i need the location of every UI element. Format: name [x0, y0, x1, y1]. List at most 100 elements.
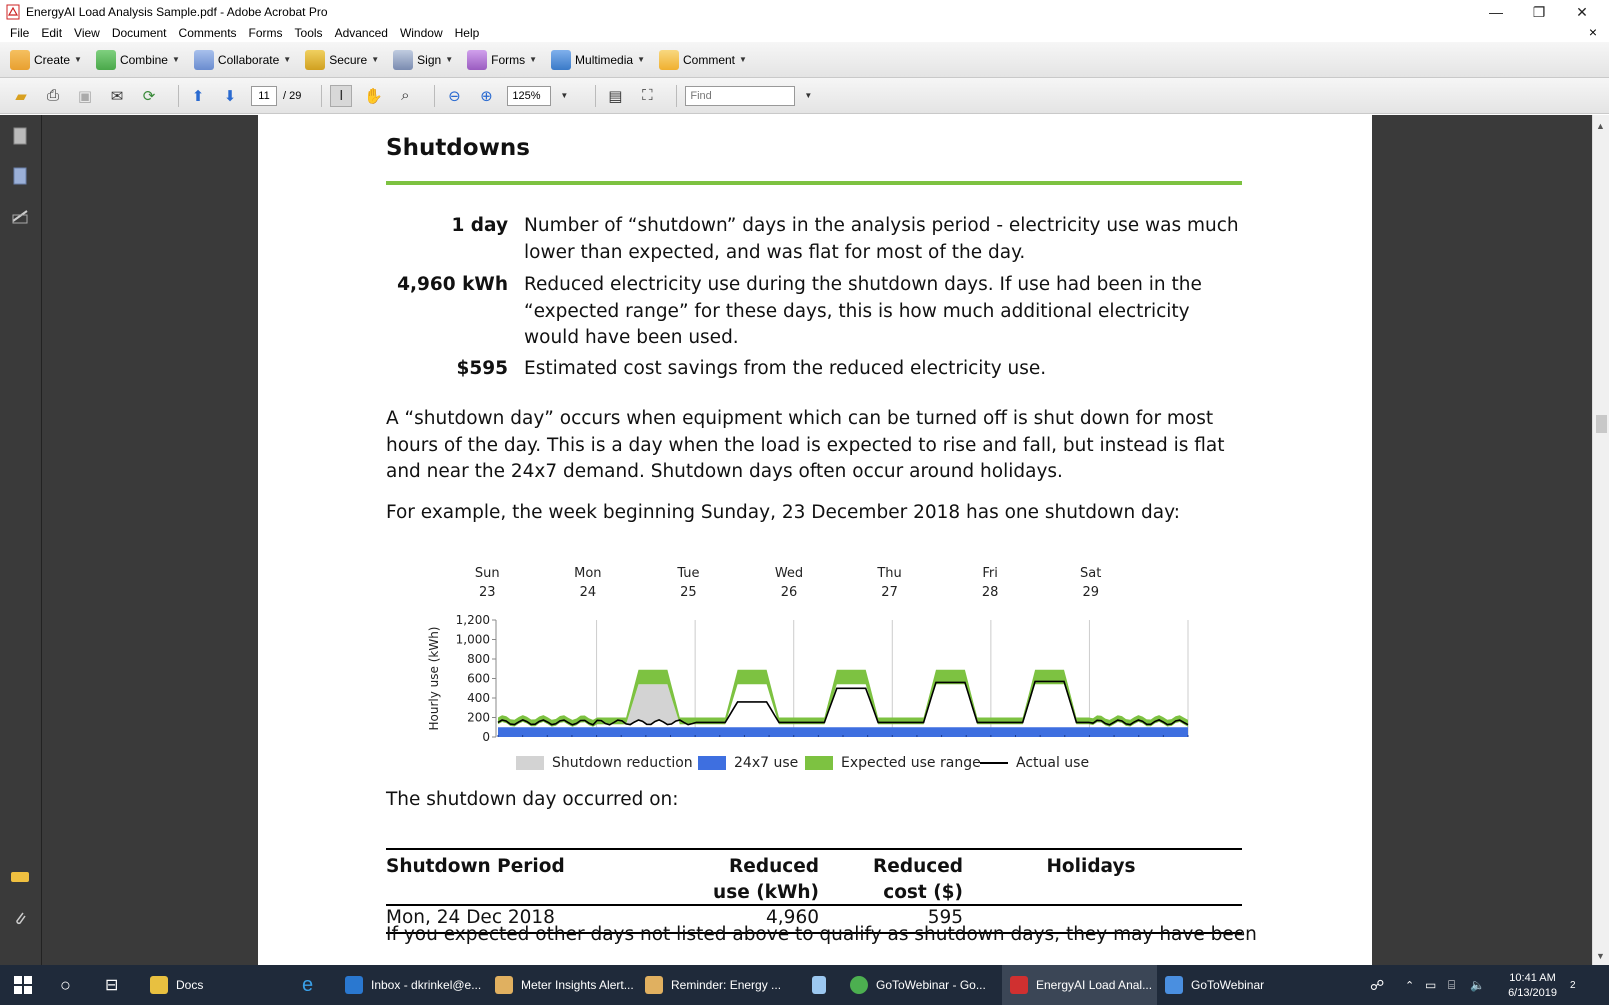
- taskbar-chrome-gotowebinar[interactable]: GoToWebinar - Go...: [850, 965, 995, 1005]
- metric-value: 1 day: [451, 215, 508, 236]
- close-document-icon[interactable]: ×: [1588, 24, 1597, 40]
- fit-page-icon[interactable]: ▤: [608, 87, 623, 105]
- menu-document[interactable]: Document: [111, 26, 167, 40]
- sign-button[interactable]: Sign ▼: [393, 49, 453, 70]
- metric-description: Number of “shutdown” days in the analysi…: [524, 215, 1239, 263]
- open-folder-icon[interactable]: ▰: [15, 87, 27, 105]
- task-label: Inbox - dkrinkel@e...: [371, 978, 482, 992]
- secure-button[interactable]: Secure ▼: [305, 49, 379, 70]
- comment-label: Comment: [682, 52, 735, 67]
- chevron-down-icon: ▼: [283, 55, 292, 64]
- scroll-down-icon[interactable]: ▼: [1596, 951, 1605, 961]
- edge-browser-icon[interactable]: e: [302, 973, 314, 996]
- taskbar-docs[interactable]: Docs: [150, 965, 290, 1005]
- people-icon[interactable]: ☍: [1370, 976, 1385, 993]
- previous-page-icon[interactable]: ⬆: [191, 87, 205, 105]
- date-label-29: 29: [1082, 585, 1099, 600]
- taskbar-acrobat[interactable]: EnergyAI Load Anal...: [1002, 965, 1157, 1005]
- date-label-26: 26: [781, 585, 798, 600]
- forms-label: Forms: [491, 52, 526, 67]
- comment-button[interactable]: Comment ▼: [658, 49, 747, 70]
- full-screen-icon[interactable]: ⛶: [642, 87, 653, 104]
- vertical-scrollbar[interactable]: ▲ ▼: [1592, 115, 1609, 965]
- toolbar-divider: [321, 84, 323, 107]
- zoom-level-input[interactable]: 125%: [507, 85, 552, 106]
- menu-file[interactable]: File: [10, 26, 30, 40]
- save-icon[interactable]: ▣: [77, 87, 93, 105]
- window-title: EnergyAI Load Analysis Sample.pdf - Adob…: [26, 5, 328, 19]
- network-icon[interactable]: ⌸: [1448, 977, 1456, 992]
- menu-tools[interactable]: Tools: [294, 26, 323, 40]
- hand-tool-icon[interactable]: ✋: [364, 87, 383, 105]
- series-24x7-band: [498, 727, 1188, 737]
- section-heading: Shutdowns: [386, 135, 530, 161]
- menu-window[interactable]: Window: [399, 26, 443, 40]
- cortana-search-icon[interactable]: ○: [60, 974, 71, 995]
- attachments-icon[interactable]: [10, 907, 30, 929]
- close-button[interactable]: ✕: [1576, 3, 1588, 20]
- metric-description: Reduced electricity use during the shutd…: [524, 274, 1202, 348]
- scroll-up-icon[interactable]: ▲: [1596, 121, 1605, 131]
- taskbar-reminder[interactable]: Reminder: Energy ...: [645, 965, 790, 1005]
- pages-icon[interactable]: [10, 125, 30, 147]
- toolbar-divider: [434, 84, 436, 107]
- taskbar-outlook[interactable]: Inbox - dkrinkel@e...: [345, 965, 485, 1005]
- show-hidden-icons-icon[interactable]: ⌃: [1405, 979, 1415, 992]
- comments-icon[interactable]: [10, 867, 30, 889]
- zoom-out-icon[interactable]: ⊖: [448, 87, 461, 105]
- page-number-input[interactable]: 11: [251, 85, 277, 106]
- mail-icon: [645, 976, 663, 994]
- y-tick-label: 1,200: [456, 613, 490, 627]
- email-icon[interactable]: ✉: [110, 87, 124, 105]
- select-tool-icon[interactable]: I: [330, 84, 353, 107]
- legend-label: Expected use range: [841, 755, 981, 771]
- forms-button[interactable]: Forms ▼: [467, 49, 537, 70]
- scroll-thumb[interactable]: [1596, 415, 1607, 433]
- menu-edit[interactable]: Edit: [41, 26, 63, 40]
- y-tick-label: 1,000: [456, 633, 490, 647]
- multimedia-button[interactable]: Multimedia ▼: [551, 49, 645, 70]
- taskbar-gotowebinar[interactable]: GoToWebinar: [1165, 965, 1295, 1005]
- collaborate-button[interactable]: Collaborate ▼: [193, 49, 292, 70]
- find-input[interactable]: Find: [685, 85, 796, 106]
- menu-comments[interactable]: Comments: [178, 26, 237, 40]
- menu-help[interactable]: Help: [454, 26, 480, 40]
- notepad-icon[interactable]: [812, 965, 834, 1005]
- chevron-down-icon[interactable]: ▼: [804, 91, 813, 100]
- create-button[interactable]: Create ▼: [10, 49, 82, 70]
- volume-icon[interactable]: 🔈: [1470, 978, 1485, 992]
- shutdown-table: Shutdown Period Reduced use (kWh) Reduce…: [386, 848, 1242, 938]
- date-label-24: 24: [580, 585, 597, 600]
- battery-icon[interactable]: ▭: [1425, 978, 1437, 992]
- legend-shutdown-reduction: Shutdown reduction: [516, 755, 693, 771]
- action-center-icon[interactable]: 2: [1570, 965, 1592, 1005]
- web-capture-icon[interactable]: ⟳: [142, 87, 156, 105]
- next-page-icon[interactable]: ⬇: [223, 87, 237, 105]
- task-view-icon[interactable]: ⊟: [105, 977, 119, 994]
- menu-advanced[interactable]: Advanced: [334, 26, 388, 40]
- minimize-button[interactable]: —: [1489, 4, 1503, 20]
- zoom-in-icon[interactable]: ⊕: [480, 87, 493, 105]
- combine-label: Combine: [119, 52, 168, 67]
- chevron-down-icon: ▼: [739, 55, 747, 64]
- date-label-25: 25: [680, 585, 697, 600]
- windows-logo-icon: [14, 976, 32, 994]
- combine-button[interactable]: Combine ▼: [95, 49, 180, 70]
- lock-icon: [305, 49, 326, 70]
- system-clock[interactable]: 10:41 AM 6/13/2019: [1508, 971, 1557, 1001]
- print-icon[interactable]: ⎙: [46, 87, 59, 104]
- gotowebinar-icon: [1165, 976, 1183, 994]
- chrome-icon: [850, 976, 868, 994]
- start-button[interactable]: [14, 965, 38, 1005]
- menu-forms[interactable]: Forms: [248, 26, 283, 40]
- marquee-zoom-icon[interactable]: ⌕: [401, 87, 410, 104]
- taskbar-meter-insights[interactable]: Meter Insights Alert...: [495, 965, 640, 1005]
- restore-button[interactable]: ❐: [1532, 3, 1546, 20]
- signatures-icon[interactable]: [10, 205, 30, 227]
- occurred-on-paragraph: The shutdown day occurred on:: [386, 789, 679, 810]
- chevron-down-icon[interactable]: ▼: [560, 91, 569, 100]
- bookmarks-icon[interactable]: [10, 165, 30, 187]
- menu-view[interactable]: View: [74, 26, 100, 40]
- task-label: Meter Insights Alert...: [521, 978, 634, 992]
- mail-icon: [495, 976, 513, 994]
